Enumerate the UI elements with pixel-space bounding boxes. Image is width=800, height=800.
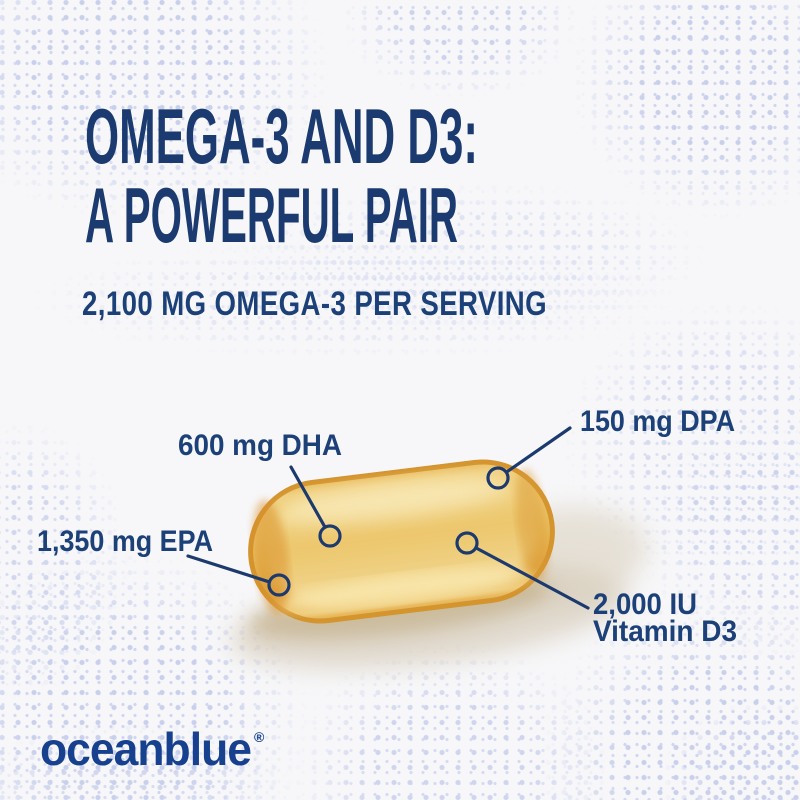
callout-line-epa [186,554,271,584]
brand-logo-wordmark: oceanblue [40,723,251,775]
headline-line2: A POWERFUL PAIR [85,171,458,259]
callout-marker-epa [267,573,291,597]
headline-line1: OMEGA-3 AND D3: [85,92,478,180]
callout-label-d3-line2: Vitamin D3 [593,615,737,648]
callout-line-d3 [474,546,590,610]
capsule-image [230,459,648,669]
capsule-left-rim-fold [252,499,290,615]
callout-marker-dpa [486,466,510,490]
callout-label-d3-line1: 2,000 IU [593,588,697,621]
capsule-top-highlight [275,479,511,523]
callout-marker-d3 [455,531,479,555]
callout-label-dpa: 150 mg DPA [580,405,735,438]
subheadline: 2,100 MG OMEGA-3 PER SERVING [82,285,547,323]
callout-label-dha: 600 mg DHA [178,429,342,462]
callout-line-dpa [505,426,572,474]
callout-marker-dha [318,524,342,548]
capsule-right-rim-fold [515,468,549,582]
registered-trademark-icon: ® [254,729,265,745]
callout-leaders [186,426,590,610]
capsule-bottom-glow [274,567,533,610]
brand-logo: oceanblue ® [40,723,266,775]
callout-label-epa: 1,350 mg EPA [37,525,213,558]
callout-line-dha [289,465,327,529]
